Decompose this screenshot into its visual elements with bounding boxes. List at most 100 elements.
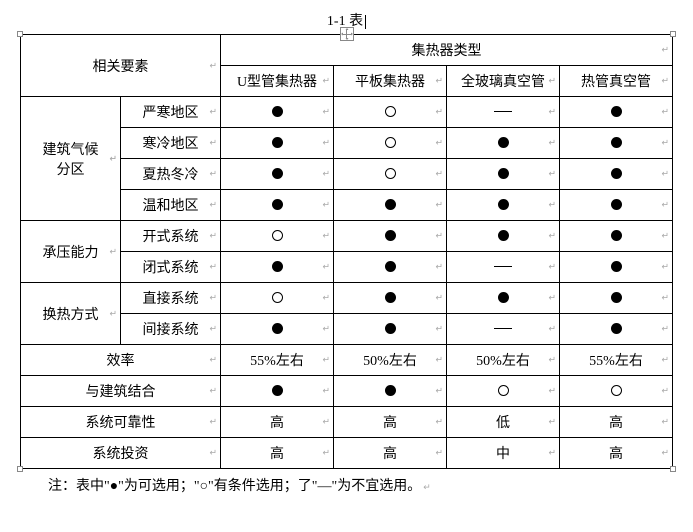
paragraph-mark-icon: ↵ [322, 294, 330, 303]
data-cell: ↵ [221, 159, 334, 190]
paragraph-mark-icon: ↵ [435, 232, 443, 241]
data-cell: ↵ [560, 97, 673, 128]
data-cell: ↵ [560, 190, 673, 221]
data-cell: ↵ [560, 221, 673, 252]
paragraph-mark-icon: ↵ [322, 356, 330, 365]
filled-circle-icon [498, 292, 509, 303]
data-cell: 高↵ [221, 407, 334, 438]
data-cell: ↵ [447, 283, 560, 314]
paragraph-mark-icon: ↵ [435, 201, 443, 210]
paragraph-mark-icon: ↵ [109, 154, 117, 163]
dash-icon [494, 328, 512, 329]
data-cell: ↵ [334, 128, 447, 159]
paragraph-mark-icon: ↵ [209, 170, 217, 179]
paragraph-mark-icon: ↵ [548, 387, 556, 396]
filled-circle-icon [272, 106, 283, 117]
paragraph-mark-icon: ↵ [548, 449, 556, 458]
filled-circle-icon [272, 168, 283, 179]
table-row: 系统可靠性↵高↵高↵低↵高↵ [21, 407, 673, 438]
data-cell: ↵ [334, 159, 447, 190]
paragraph-mark-icon: ↵ [209, 263, 217, 272]
filled-circle-icon [611, 292, 622, 303]
paragraph-mark-icon: ↵ [435, 356, 443, 365]
data-cell: 55%左右↵ [221, 345, 334, 376]
data-cell: ↵ [560, 128, 673, 159]
paragraph-mark-icon: ↵ [548, 232, 556, 241]
hollow-circle-icon [272, 230, 283, 241]
column-header: U型管集热器↵ [221, 66, 334, 97]
paragraph-mark-icon: ↵ [435, 263, 443, 272]
paragraph-mark-icon: ↵ [548, 325, 556, 334]
paragraph-mark-icon: ↵ [209, 201, 217, 210]
data-cell: ↵ [334, 97, 447, 128]
paragraph-mark-icon: ↵ [548, 263, 556, 272]
data-cell: ↵ [334, 252, 447, 283]
row-label: 严寒地区↵ [121, 97, 221, 128]
filled-circle-icon [611, 230, 622, 241]
row-label: 夏热冬冷↵ [121, 159, 221, 190]
row-label: 开式系统↵ [121, 221, 221, 252]
data-cell: ↵ [221, 252, 334, 283]
data-cell: 50%左右↵ [447, 345, 560, 376]
paragraph-mark-icon: ↵ [435, 418, 443, 427]
paragraph-mark-icon: ↵ [435, 387, 443, 396]
paragraph-mark-icon: ↵ [435, 449, 443, 458]
dash-icon [494, 111, 512, 112]
data-cell: ↵ [221, 314, 334, 345]
paragraph-mark-icon: ↵ [322, 232, 330, 241]
data-cell: 50%左右↵ [334, 345, 447, 376]
paragraph-mark-icon: ↵ [435, 77, 443, 86]
row-label: 效率↵ [21, 345, 221, 376]
data-cell: 中↵ [447, 438, 560, 469]
data-cell: ↵ [334, 190, 447, 221]
row-label: 间接系统↵ [121, 314, 221, 345]
paragraph-mark-icon: ↵ [209, 294, 217, 303]
paragraph-mark-icon: ↵ [661, 201, 669, 210]
paragraph-mark-icon: ↵ [209, 61, 217, 70]
comparison-table: 相关要素↵集热器类型↵U型管集热器↵平板集热器↵全玻璃真空管↵热管真空管↵建筑气… [20, 34, 673, 469]
data-cell: ↵ [334, 376, 447, 407]
paragraph-mark-icon: ↵ [435, 325, 443, 334]
column-header: 热管真空管↵ [560, 66, 673, 97]
filled-circle-icon [385, 230, 396, 241]
header-collector-type: 集热器类型↵ [221, 35, 673, 66]
paragraph-mark-icon: ↵ [322, 108, 330, 117]
paragraph-mark-icon: ↵ [209, 139, 217, 148]
data-cell: ↵ [447, 128, 560, 159]
paragraph-mark-icon: ↵ [209, 418, 217, 427]
paragraph-mark-icon: ↵ [548, 294, 556, 303]
paragraph-mark-icon: ↵ [661, 77, 669, 86]
header-factors: 相关要素↵ [21, 35, 221, 97]
data-cell: ↵ [221, 376, 334, 407]
paragraph-mark-icon: ↵ [661, 139, 669, 148]
data-cell: 高↵ [560, 438, 673, 469]
text-cursor [365, 15, 366, 29]
paragraph-mark-icon: ↵ [209, 108, 217, 117]
data-cell: 高↵ [221, 438, 334, 469]
data-cell: ↵ [447, 159, 560, 190]
data-cell: 55%左右↵ [560, 345, 673, 376]
paragraph-mark-icon: ↵ [661, 356, 669, 365]
filled-circle-icon [385, 199, 396, 210]
filled-circle-icon [611, 199, 622, 210]
column-header: 平板集热器↵ [334, 66, 447, 97]
paragraph-mark-icon: ↵ [548, 170, 556, 179]
data-cell: 低↵ [447, 407, 560, 438]
filled-circle-icon [611, 137, 622, 148]
data-cell: ↵ [560, 252, 673, 283]
paragraph-mark-icon: ↵ [322, 170, 330, 179]
filled-circle-icon [611, 106, 622, 117]
data-cell: ↵ [221, 221, 334, 252]
hollow-circle-icon [272, 292, 283, 303]
table-row: 系统投资↵高↵高↵中↵高↵ [21, 438, 673, 469]
paragraph-mark-icon: ↵ [322, 325, 330, 334]
paragraph-mark-icon: ↵ [209, 356, 217, 365]
data-cell: ↵ [221, 128, 334, 159]
paragraph-mark-icon: ↵ [109, 247, 117, 256]
row-group-label: 换热方式↵ [21, 283, 121, 345]
table-row: 换热方式↵直接系统↵↵↵↵↵ [21, 283, 673, 314]
data-cell: ↵ [334, 283, 447, 314]
data-cell: ↵ [447, 252, 560, 283]
paragraph-mark-icon: ↵ [548, 418, 556, 427]
paragraph-mark-icon: ↵ [661, 294, 669, 303]
